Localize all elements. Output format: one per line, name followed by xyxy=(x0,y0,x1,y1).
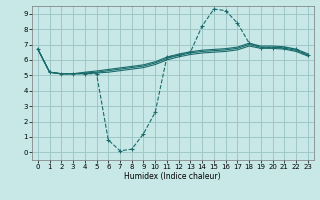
X-axis label: Humidex (Indice chaleur): Humidex (Indice chaleur) xyxy=(124,172,221,181)
